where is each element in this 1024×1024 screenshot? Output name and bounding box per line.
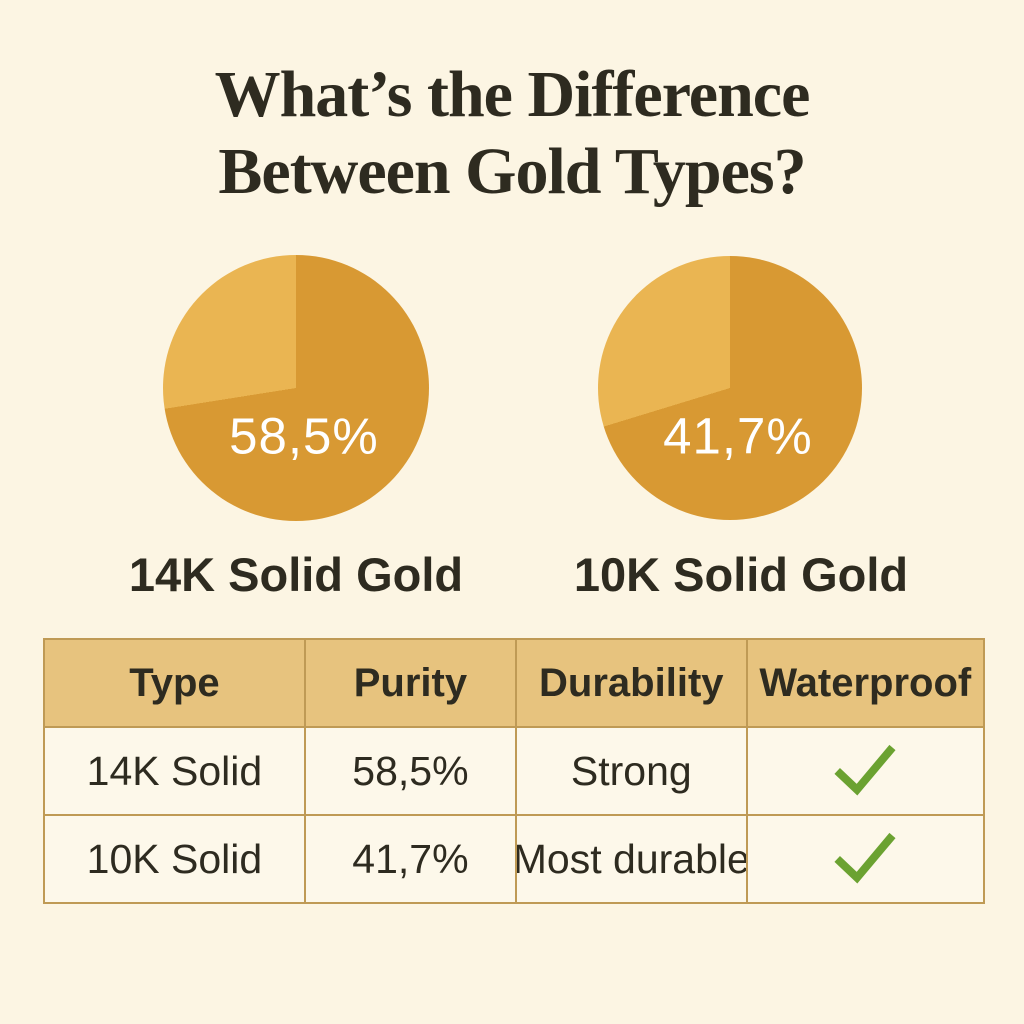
pie-chart-14k: 58,5% — [163, 255, 429, 521]
table-cell-waterproof-10k — [745, 814, 983, 902]
table-header-purity: Purity — [303, 640, 515, 726]
pie-value-label-14k: 58,5% — [229, 407, 379, 465]
page-title-line-1: What’s the Difference — [214, 58, 811, 131]
table-cell-durability-10k: Most durable — [514, 814, 746, 902]
table-cell-purity-14k: 58,5% — [303, 726, 515, 814]
table-cell-waterproof-14k — [745, 726, 983, 814]
table-header-durability: Durability — [514, 640, 746, 726]
pie-caption-14k: 14K Solid Gold — [128, 548, 464, 601]
table-cell-purity-10k: 41,7% — [303, 814, 515, 902]
table-cell-type-10k: 10K Solid — [45, 814, 304, 902]
checkmark-icon — [834, 744, 896, 796]
table-cell-type-14k: 14K Solid — [45, 726, 304, 814]
comparison-table: Type Purity Durability Waterproof 14K So… — [43, 638, 985, 904]
checkmark-icon — [834, 832, 896, 884]
table-header-waterproof: Waterproof — [745, 640, 983, 726]
pie-caption-10k: 10K Solid Gold — [573, 548, 909, 601]
pie-chart-10k: 41,7% — [598, 256, 862, 520]
table-header-type: Type — [45, 640, 304, 726]
table-cell-durability-14k: Strong — [514, 726, 746, 814]
pie-value-label-10k: 41,7% — [663, 407, 813, 465]
page-title: What’s the Difference Between Gold Types… — [0, 56, 1024, 210]
page-title-line-2: Between Gold Types? — [218, 135, 806, 209]
